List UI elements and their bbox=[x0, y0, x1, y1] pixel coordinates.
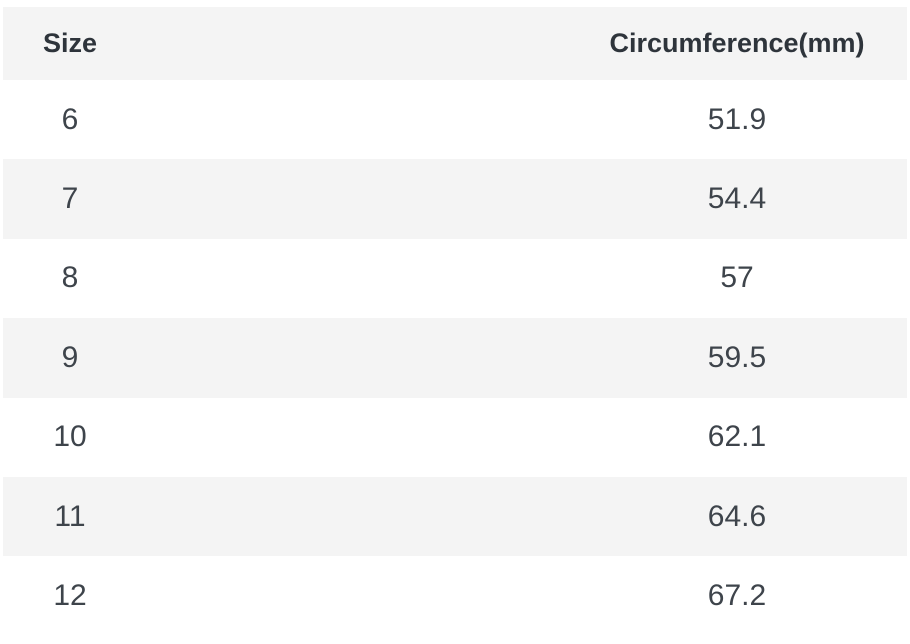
size-cell: 8 bbox=[61, 261, 79, 295]
table-row: 11 64.6 bbox=[3, 476, 907, 557]
circumference-cell: 67.2 bbox=[707, 579, 767, 613]
ring-size-chart-table: Size Circumference(mm) 6 51.9 7 54.4 8 5… bbox=[3, 7, 907, 636]
column-header-size: Size bbox=[42, 28, 98, 58]
table-row: 9 59.5 bbox=[3, 318, 907, 398]
size-cell: 10 bbox=[53, 420, 87, 454]
size-cell: 11 bbox=[54, 499, 86, 533]
table-row: 10 62.1 bbox=[3, 397, 907, 477]
size-cell: 12 bbox=[53, 579, 87, 613]
size-cell: 7 bbox=[61, 182, 79, 216]
circumference-cell: 54.4 bbox=[707, 182, 767, 216]
column-header-circumference: Circumference(mm) bbox=[609, 28, 865, 58]
circumference-cell: 64.6 bbox=[707, 499, 767, 533]
size-cell: 9 bbox=[61, 340, 79, 374]
table-header-row: Size Circumference(mm) bbox=[3, 7, 907, 80]
circumference-cell: 51.9 bbox=[707, 102, 767, 136]
table-row: 12 67.2 bbox=[3, 556, 907, 636]
circumference-cell: 62.1 bbox=[707, 420, 767, 454]
circumference-cell: 59.5 bbox=[707, 340, 767, 374]
table-row: 8 57 bbox=[3, 238, 907, 319]
circumference-cell: 57 bbox=[720, 261, 754, 295]
table-body: 6 51.9 7 54.4 8 57 9 59.5 10 62.1 11 64.… bbox=[3, 80, 907, 636]
table-row: 7 54.4 bbox=[3, 159, 907, 239]
size-cell: 6 bbox=[61, 102, 79, 136]
table-row: 6 51.9 bbox=[3, 80, 907, 160]
